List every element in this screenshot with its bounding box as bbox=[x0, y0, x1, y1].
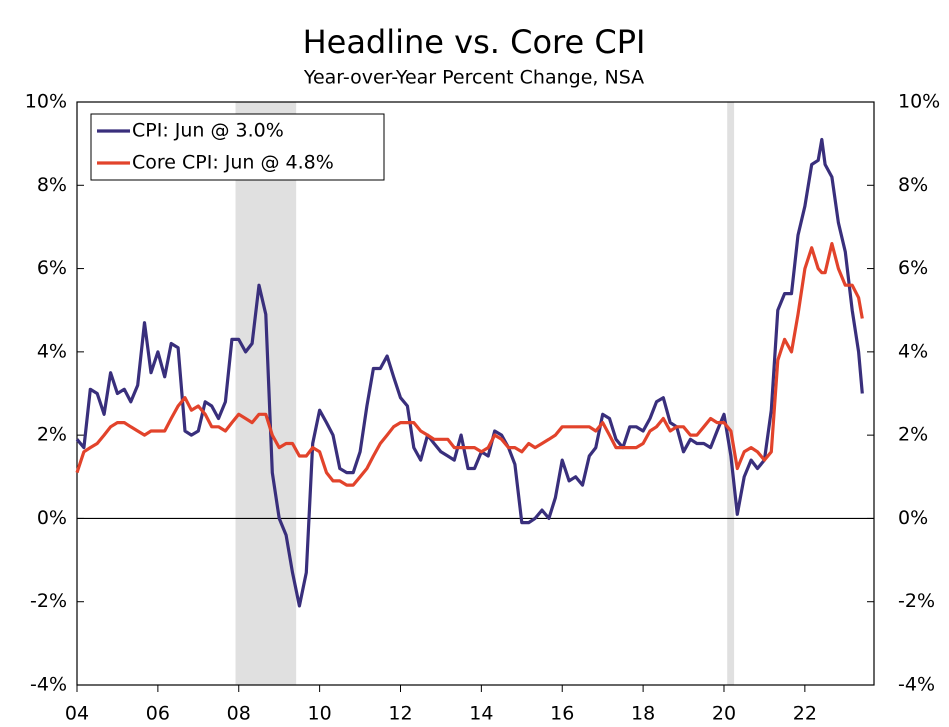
y-tick-label: 0% bbox=[37, 507, 67, 529]
plot-frame bbox=[76, 101, 875, 686]
y2-tick-label: 2% bbox=[898, 424, 928, 446]
x-tick-label: 08 bbox=[227, 703, 251, 725]
x-tick-label: 18 bbox=[631, 703, 655, 725]
x-tick-label: 22 bbox=[793, 703, 817, 725]
y-tick-label: 2% bbox=[37, 424, 67, 446]
y2-tick-label: 4% bbox=[898, 340, 928, 362]
y-tick-label: -2% bbox=[30, 590, 67, 612]
y-tick-label: 8% bbox=[37, 174, 67, 196]
y2-tick-label: 6% bbox=[898, 257, 928, 279]
legend-label: Core CPI: Jun @ 4.8% bbox=[132, 152, 334, 174]
x-tick-label: 16 bbox=[550, 703, 574, 725]
x-tick-label: 12 bbox=[388, 703, 412, 725]
x-tick-label: 14 bbox=[469, 703, 493, 725]
x-tick-label: 10 bbox=[308, 703, 332, 725]
y2-tick-label: -4% bbox=[898, 674, 935, 696]
legend-label: CPI: Jun @ 3.0% bbox=[132, 120, 284, 142]
recession-band bbox=[235, 102, 297, 685]
chart-title: Headline vs. Core CPI bbox=[303, 23, 646, 61]
chart-subtitle: Year-over-Year Percent Change, NSA bbox=[303, 67, 644, 89]
y2-tick-label: 8% bbox=[898, 174, 928, 196]
y-tick-label: 10% bbox=[25, 91, 67, 113]
y-tick-label: 4% bbox=[37, 340, 67, 362]
recession-band bbox=[727, 102, 735, 685]
x-tick-label: 06 bbox=[146, 703, 170, 725]
y2-tick-label: -2% bbox=[898, 590, 935, 612]
series-line bbox=[75, 242, 864, 487]
y-tick-label: -4% bbox=[30, 674, 67, 696]
y-tick-label: 6% bbox=[37, 257, 67, 279]
x-tick-label: 20 bbox=[712, 703, 736, 725]
y2-tick-label: 0% bbox=[898, 507, 928, 529]
legend-box bbox=[90, 113, 385, 181]
series-line bbox=[75, 137, 864, 608]
x-tick-label: 04 bbox=[65, 703, 89, 725]
y2-tick-label: 10% bbox=[898, 91, 940, 113]
